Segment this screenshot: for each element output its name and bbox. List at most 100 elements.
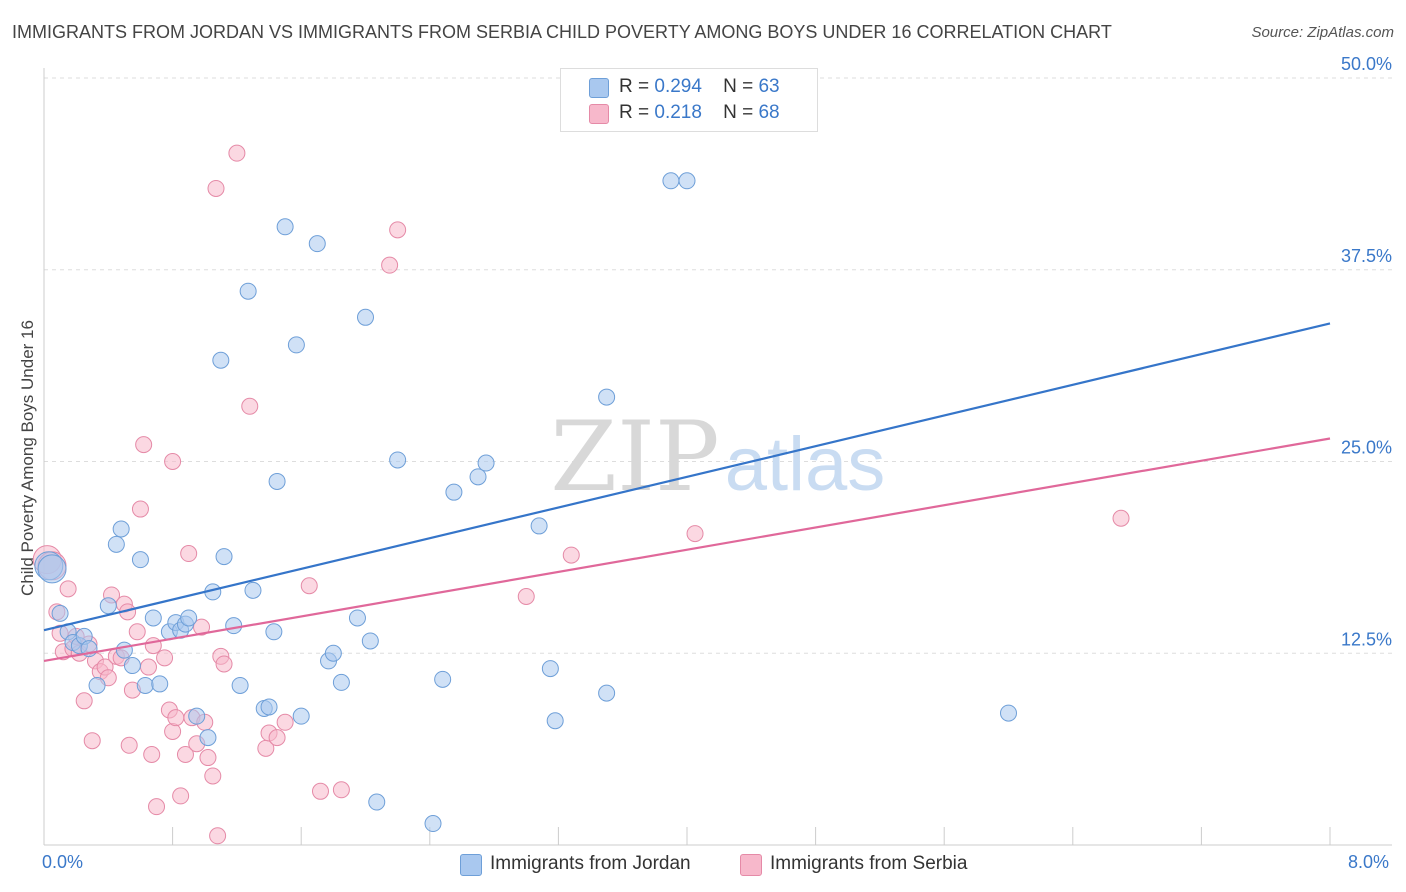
jordan-point	[99, 597, 117, 615]
jordan-r-value: 0.294	[654, 76, 702, 97]
serbia-point	[128, 623, 146, 641]
serbia-point	[562, 546, 580, 564]
serbia-point	[207, 179, 225, 197]
jordan-point	[265, 623, 283, 641]
y-tick-label: 25.0%	[1341, 438, 1392, 458]
jordan-point	[348, 609, 366, 627]
y-tick-label: 37.5%	[1341, 246, 1392, 266]
serbia-point	[517, 587, 535, 605]
jordan-point	[151, 675, 169, 693]
y-tick-label: 12.5%	[1341, 629, 1392, 649]
serbia-point	[148, 798, 166, 816]
serbia-legend-swatch	[740, 854, 762, 876]
serbia-point	[276, 713, 294, 731]
y-tick-labels: 12.5% 25.0% 37.5% 50.0%	[1341, 54, 1392, 649]
serbia-point	[164, 722, 182, 740]
jordan-point	[51, 604, 69, 622]
gridlines	[44, 77, 1392, 654]
watermark-zip: ZIP	[550, 401, 719, 513]
jordan-point	[225, 617, 243, 635]
serbia-point	[228, 144, 246, 162]
serbia-point	[389, 221, 407, 239]
jordan-trend-line	[43, 322, 1331, 632]
serbia-point	[59, 580, 77, 598]
serbia-point	[83, 732, 101, 750]
jordan-point	[123, 657, 141, 675]
correlation-legend: R = 0.294 N = 63 R = 0.218 N = 68	[560, 68, 818, 132]
jordan-point	[144, 609, 162, 627]
serbia-point	[204, 767, 222, 785]
jordan-point	[37, 554, 67, 584]
jordan-point	[292, 707, 310, 725]
serbia-point	[75, 692, 93, 710]
serbia-legend-label: Immigrants from Serbia	[770, 853, 968, 874]
serbia-point	[1112, 509, 1130, 527]
jordan-point	[678, 172, 696, 190]
jordan-point	[332, 673, 350, 691]
jordan-point	[244, 581, 262, 599]
jordan-point	[389, 451, 407, 469]
jordan-point	[107, 535, 125, 553]
jordan-point	[268, 472, 286, 490]
serbia-point	[199, 749, 217, 767]
serbia-point	[176, 745, 194, 763]
serbia-point	[180, 545, 198, 563]
y-tick-label: 50.0%	[1341, 54, 1392, 74]
serbia-r-label: R =	[619, 102, 650, 123]
jordan-point	[477, 454, 495, 472]
serbia-point	[193, 618, 211, 636]
jordan-point	[469, 468, 487, 486]
serbia-point	[120, 736, 138, 754]
jordan-point	[136, 676, 154, 694]
jordan-point	[598, 388, 616, 406]
jordan-legend-label: Immigrants from Jordan	[490, 853, 691, 874]
serbia-point	[172, 787, 190, 805]
serbia-point	[311, 782, 329, 800]
serbia-n-value: 68	[758, 102, 780, 123]
jordan-point	[445, 483, 463, 501]
jordan-n-value: 63	[758, 76, 780, 97]
jordan-point	[324, 644, 342, 662]
jordan-point	[530, 517, 548, 535]
jordan-point	[212, 351, 230, 369]
serbia-point	[139, 658, 157, 676]
jordan-r-label: R =	[619, 76, 650, 97]
jordan-point	[231, 676, 249, 694]
jordan-point	[131, 551, 149, 569]
jordan-point	[276, 218, 294, 236]
jordan-point	[199, 729, 217, 747]
serbia-point	[381, 256, 399, 274]
jordan-point	[598, 684, 616, 702]
x-axis-max-label: 8.0%	[1348, 852, 1390, 872]
serbia-point	[215, 655, 233, 673]
series-legend: Immigrants from Jordan Immigrants from S…	[0, 852, 1406, 878]
serbia-point	[164, 453, 182, 470]
serbia-trend-line	[43, 437, 1331, 663]
jordan-point	[180, 609, 198, 627]
jordan-legend-swatch	[460, 854, 482, 876]
data-points	[32, 144, 1130, 845]
jordan-point	[308, 235, 326, 253]
jordan-point	[424, 815, 442, 833]
x-axis-min-label: 0.0%	[42, 852, 84, 872]
jordan-point	[357, 308, 374, 326]
serbia-point	[300, 577, 318, 595]
jordan-point	[287, 336, 305, 354]
jordan-point	[368, 793, 386, 811]
jordan-point	[1000, 704, 1017, 722]
jordan-point	[541, 660, 559, 678]
serbia-swatch	[589, 104, 609, 124]
jordan-swatch	[589, 78, 609, 98]
axes	[43, 68, 1392, 846]
watermark: ZIP atlas	[550, 401, 885, 513]
jordan-point	[112, 520, 130, 538]
jordan-point	[662, 172, 680, 190]
jordan-point	[115, 641, 133, 659]
serbia-r-value: 0.218	[654, 102, 702, 123]
jordan-n-label: N =	[723, 76, 754, 97]
serbia-point	[686, 525, 704, 543]
serbia-point	[143, 745, 161, 763]
jordan-point	[215, 548, 233, 566]
jordan-point	[361, 632, 379, 650]
